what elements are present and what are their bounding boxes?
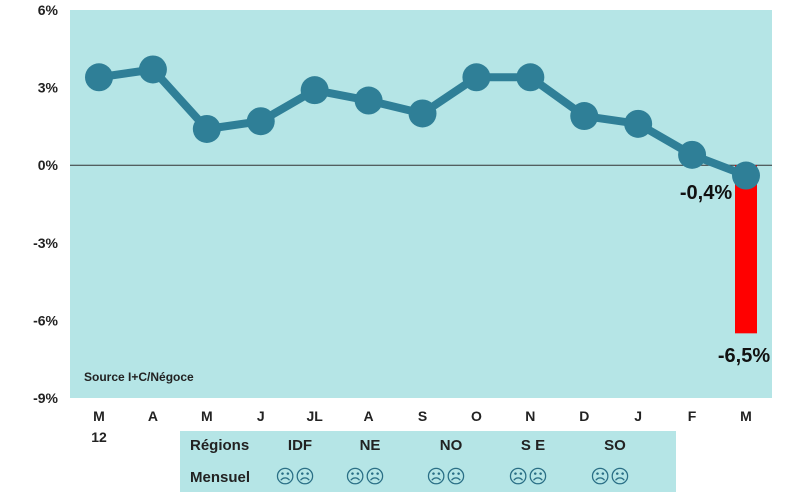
data-point [570,102,599,131]
data-point [678,140,707,169]
data-point [85,63,113,92]
x-tick-label: M [93,408,105,424]
y-tick-label: 6% [38,2,59,18]
plot-background [70,10,772,398]
region-label: NE [360,437,381,454]
x-tick-label: S [418,408,427,424]
sad-face-icon: ☹☹ [275,466,315,488]
y-tick-label: 0% [38,157,59,173]
region-label: IDF [288,437,312,454]
x-tick-label: A [148,408,158,424]
bars [735,165,757,334]
region-label: SO [604,437,626,454]
sad-face-icon: ☹☹ [508,466,548,488]
annotations: -0,4% -6,5% [680,182,770,367]
x-tick-label: F [688,408,697,424]
y-tick-label: -3% [33,235,58,251]
sad-face-icon: ☹☹ [590,466,630,488]
annotation-label: -0,4% [680,182,732,204]
x-tick-label: N [525,408,535,424]
x-tick-label: O [471,408,482,424]
y-tick-label: 3% [38,80,59,96]
region-label: S E [521,437,545,454]
data-point [732,161,760,190]
data-point [354,86,383,115]
y-axis: 6% 3% 0% -3% -6% -9% [33,2,58,406]
data-point [624,109,653,138]
data-point [516,63,545,92]
x-tick-label: M [201,408,213,424]
source-label: Source I+C/Négoce [84,370,194,384]
y-tick-label: -9% [33,390,58,406]
bar-mark [735,165,757,334]
regions-row-label: Régions [190,437,249,454]
sad-face-icon: ☹☹ [345,466,385,488]
sad-face-icon: ☹☹ [426,466,466,488]
regions-table: Régions Mensuel IDF ☹☹ NE ☹☹ NO ☹☹ S E ☹☹ SO ☹☹ [180,431,676,492]
data-point [192,114,221,143]
x-tick-sublabel: 12 [91,429,107,445]
annotation-label: -6,5% [718,345,770,367]
x-tick-label: J [634,408,642,424]
data-point [138,55,167,84]
x-tick-label: A [364,408,374,424]
data-point [408,99,437,128]
x-axis: M 12 A M J JL A S O N D J F M [91,408,752,445]
regions-table-background [180,431,676,492]
data-point [300,76,329,105]
series-line [85,55,760,190]
x-tick-label: J [257,408,265,424]
x-tick-label: M [740,408,752,424]
x-tick-label: JL [306,408,323,424]
region-label: NO [440,437,463,454]
y-tick-label: -6% [33,312,58,328]
data-point [462,63,491,92]
monthly-row-label: Mensuel [190,469,250,486]
x-tick-label: D [579,408,589,424]
data-point [246,107,275,136]
